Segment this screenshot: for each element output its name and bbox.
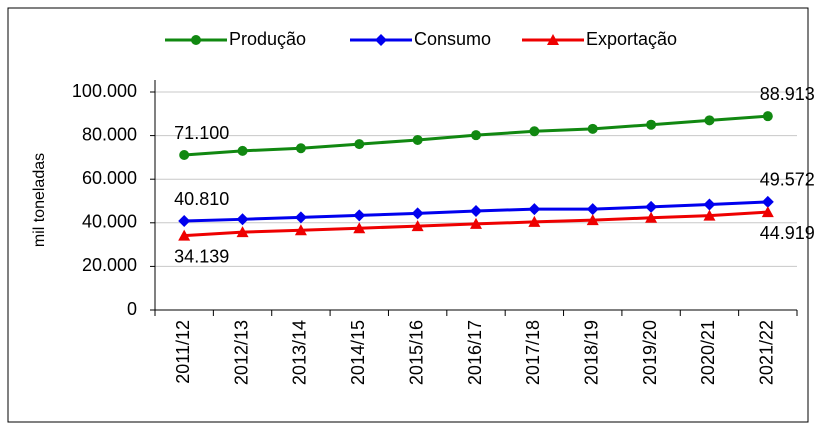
y-tick-label: 40.000	[82, 212, 137, 232]
data-point	[294, 211, 307, 224]
data-point	[178, 215, 191, 228]
data-point	[586, 203, 599, 216]
y-tick-label: 80.000	[82, 124, 137, 144]
data-point	[645, 211, 658, 223]
data-point	[411, 220, 424, 232]
x-tick-label: 2014/15	[348, 320, 368, 385]
data-point	[236, 213, 249, 226]
legend-label: Consumo	[414, 29, 491, 49]
y-tick-label: 20.000	[82, 255, 137, 275]
legend-marker	[375, 34, 387, 46]
data-label: 71.100	[174, 123, 229, 143]
y-tick-label: 100.000	[72, 81, 137, 101]
legend-marker	[191, 35, 201, 45]
data-point	[178, 229, 191, 241]
data-label: 44.919	[760, 223, 815, 243]
data-point	[237, 145, 248, 156]
x-tick-label: 2021/22	[757, 320, 777, 385]
data-point	[295, 143, 306, 154]
legend-label: Produção	[229, 29, 306, 49]
data-point	[529, 126, 540, 137]
data-point	[354, 139, 365, 150]
data-point	[353, 222, 366, 234]
data-label: 88.913	[760, 84, 815, 104]
data-point	[645, 200, 658, 213]
data-point	[761, 206, 774, 218]
data-label: 49.572	[760, 170, 815, 190]
x-tick-label: 2012/13	[231, 320, 251, 385]
x-tick-label: 2013/14	[290, 320, 310, 385]
data-point	[703, 198, 716, 211]
data-point	[179, 150, 190, 161]
data-point	[470, 217, 482, 229]
data-point	[294, 224, 307, 236]
data-point	[586, 214, 599, 226]
data-point	[761, 195, 774, 208]
legend-label: Exportação	[586, 29, 677, 49]
x-tick-label: 2017/18	[523, 320, 543, 385]
x-tick-label: 2011/12	[173, 320, 193, 384]
data-point	[412, 134, 423, 145]
data-point	[236, 226, 249, 238]
data-point	[704, 115, 715, 126]
data-point	[646, 119, 657, 130]
x-tick-label: 2019/20	[640, 320, 660, 385]
data-point	[471, 130, 481, 141]
data-label: 40.810	[174, 189, 229, 209]
data-point	[470, 205, 482, 218]
y-tick-label: 0	[127, 299, 137, 319]
legend-marker	[547, 34, 559, 45]
x-tick-label: 2020/21	[698, 320, 718, 385]
data-point	[528, 203, 541, 216]
x-tick-label: 2015/16	[406, 320, 426, 385]
data-point	[587, 123, 598, 134]
data-point	[528, 215, 541, 227]
x-tick-label: 2018/19	[581, 320, 601, 385]
data-point	[703, 209, 716, 221]
data-label: 34.139	[174, 246, 229, 266]
data-point	[762, 111, 773, 122]
y-tick-label: 60.000	[82, 168, 137, 188]
x-tick-label: 2016/17	[465, 320, 485, 385]
data-point	[411, 207, 424, 220]
data-point	[353, 209, 366, 222]
y-axis-label: mil toneladas	[31, 153, 48, 247]
